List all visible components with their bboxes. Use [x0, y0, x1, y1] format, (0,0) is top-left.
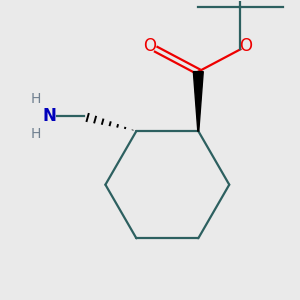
Text: N: N: [42, 107, 56, 125]
Text: O: O: [143, 37, 156, 55]
Polygon shape: [193, 72, 203, 131]
Text: O: O: [239, 37, 252, 55]
Text: H: H: [30, 127, 40, 141]
Text: H: H: [30, 92, 40, 106]
